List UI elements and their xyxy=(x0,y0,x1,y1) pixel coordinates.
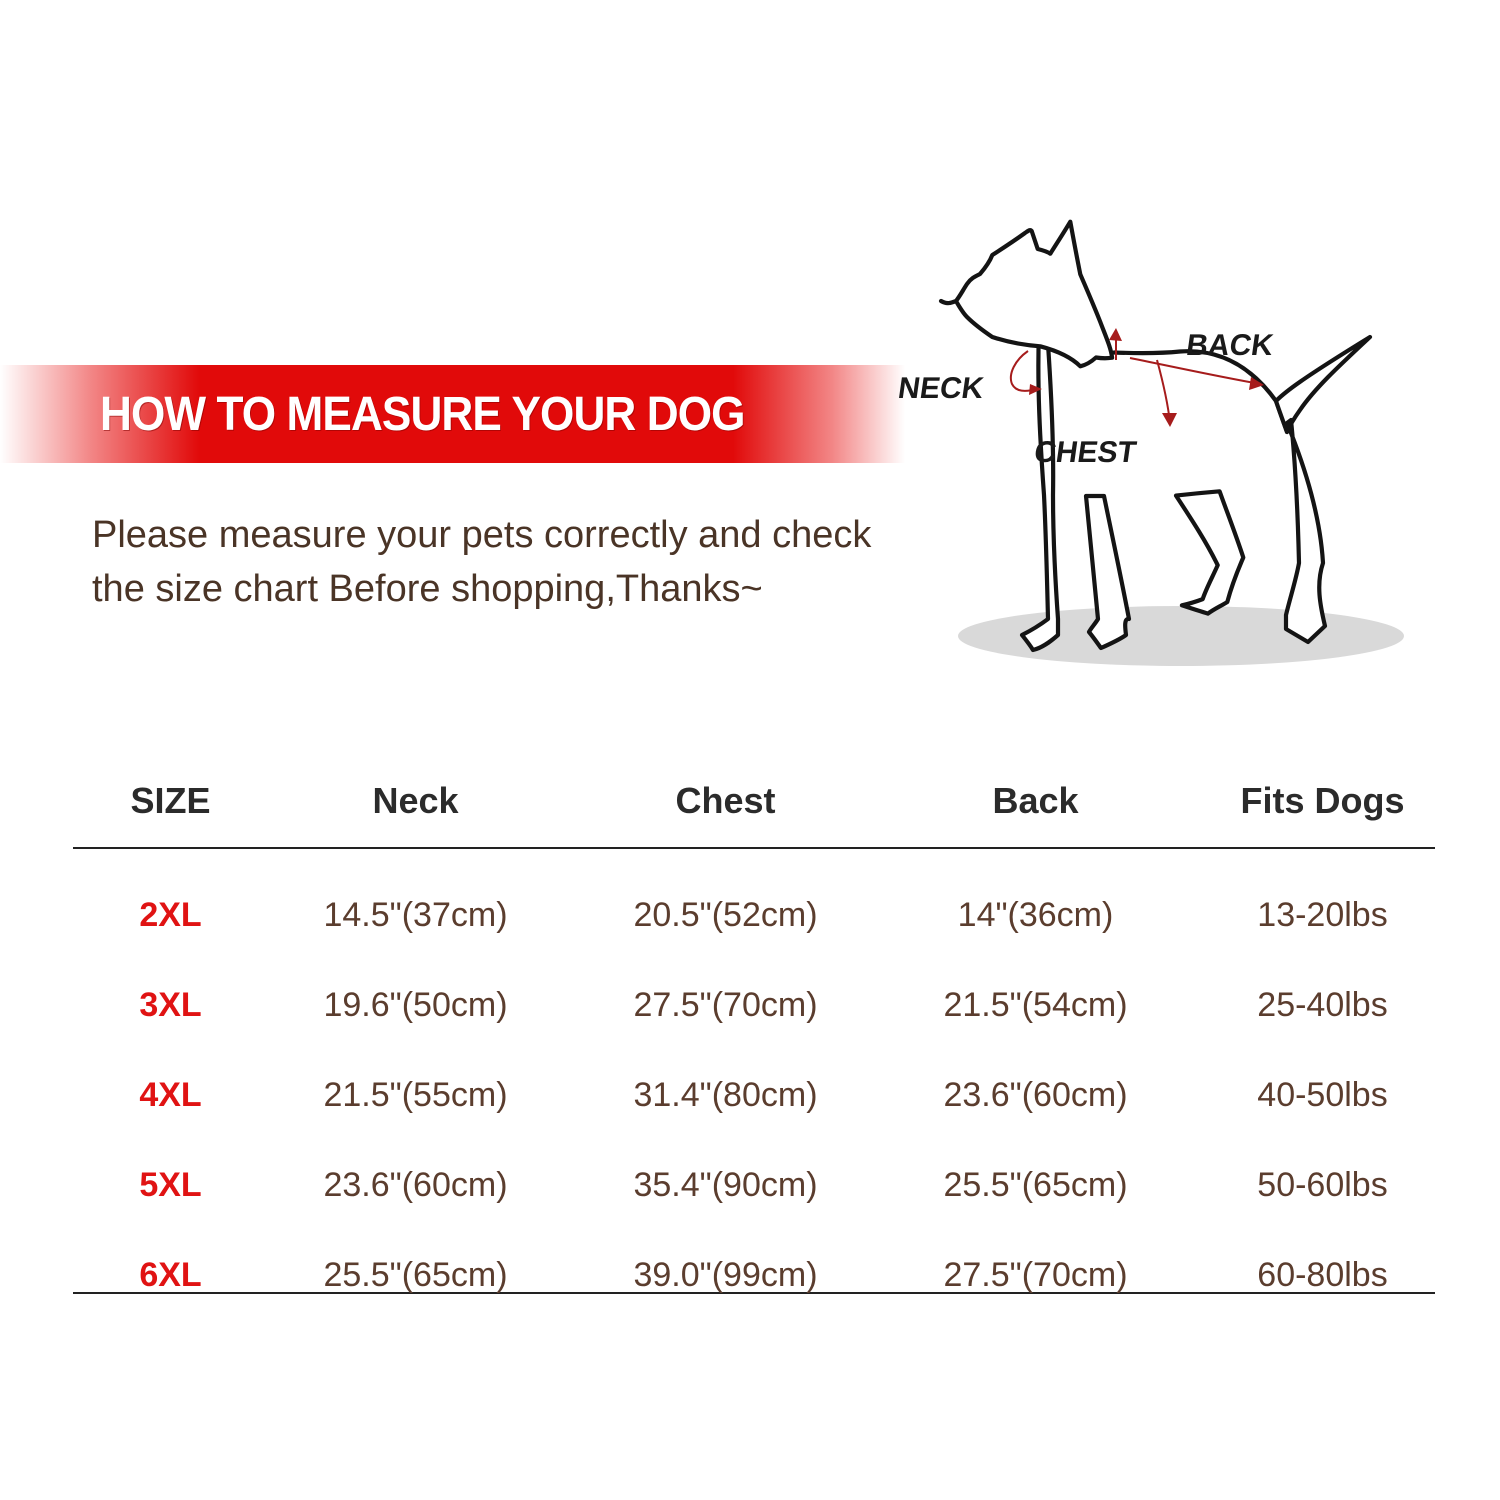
svg-text:BACK: BACK xyxy=(1184,329,1275,362)
svg-text:CHEST: CHEST xyxy=(1032,436,1139,469)
svg-text:NECK: NECK xyxy=(896,372,986,405)
